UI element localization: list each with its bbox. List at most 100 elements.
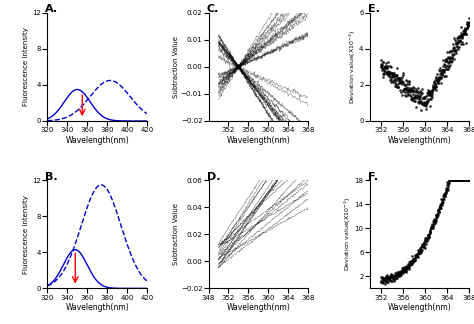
- Point: [461, 178, 468, 183]
- Point: [394, 85, 402, 90]
- Point: [437, 75, 445, 80]
- Point: [385, 275, 392, 280]
- Point: [410, 260, 417, 265]
- Point: [430, 218, 438, 224]
- Point: [442, 189, 449, 194]
- Point: [415, 100, 422, 105]
- Point: [441, 64, 448, 70]
- Point: [418, 100, 426, 106]
- Point: [449, 178, 456, 183]
- Point: [428, 88, 436, 93]
- Point: [402, 77, 410, 83]
- Point: [387, 64, 394, 69]
- Point: [455, 34, 463, 39]
- Point: [417, 89, 425, 94]
- Point: [390, 273, 397, 278]
- Point: [442, 189, 449, 194]
- Point: [401, 268, 408, 273]
- Point: [407, 94, 415, 99]
- Point: [450, 178, 457, 183]
- Point: [451, 178, 459, 183]
- Point: [427, 94, 435, 99]
- Point: [386, 275, 393, 280]
- Point: [414, 93, 422, 98]
- Point: [409, 253, 416, 258]
- Point: [402, 93, 410, 98]
- Point: [392, 73, 400, 78]
- Point: [430, 80, 438, 85]
- Point: [386, 69, 394, 75]
- Point: [401, 267, 409, 272]
- Point: [438, 201, 446, 206]
- Point: [463, 178, 470, 183]
- Point: [462, 178, 470, 183]
- Point: [443, 179, 450, 185]
- Point: [396, 87, 403, 92]
- Point: [428, 92, 436, 97]
- Point: [389, 277, 397, 282]
- Point: [436, 204, 444, 209]
- Point: [401, 81, 408, 87]
- Point: [410, 259, 418, 264]
- Point: [384, 277, 392, 282]
- Point: [436, 77, 443, 83]
- Point: [411, 94, 419, 99]
- Point: [424, 88, 432, 93]
- Point: [393, 75, 401, 80]
- Point: [385, 275, 393, 280]
- Point: [446, 57, 454, 63]
- Point: [401, 86, 408, 91]
- Point: [444, 49, 451, 54]
- Point: [434, 212, 441, 217]
- Point: [417, 246, 424, 251]
- Point: [410, 98, 418, 103]
- Y-axis label: Deviation value(X10$^{-3}$): Deviation value(X10$^{-3}$): [343, 197, 353, 272]
- Point: [382, 277, 389, 283]
- Point: [410, 88, 418, 94]
- Point: [407, 262, 415, 267]
- Point: [439, 193, 447, 199]
- Point: [396, 80, 404, 85]
- Point: [445, 182, 452, 187]
- Point: [390, 78, 398, 83]
- Point: [460, 41, 467, 47]
- Point: [383, 274, 390, 279]
- Point: [460, 178, 467, 183]
- Point: [393, 269, 401, 274]
- Point: [434, 210, 441, 215]
- Point: [402, 87, 410, 92]
- Point: [430, 220, 438, 225]
- Point: [458, 40, 465, 45]
- Point: [421, 96, 428, 101]
- Point: [421, 100, 429, 106]
- Point: [392, 73, 400, 78]
- Point: [427, 228, 434, 234]
- Point: [458, 34, 465, 39]
- Point: [410, 257, 418, 262]
- Point: [411, 92, 419, 98]
- Point: [413, 94, 421, 99]
- Point: [453, 44, 461, 49]
- Point: [443, 63, 450, 68]
- Point: [453, 40, 460, 46]
- Point: [438, 68, 446, 73]
- Point: [457, 41, 465, 47]
- Point: [403, 265, 410, 270]
- Point: [393, 271, 401, 276]
- Point: [406, 87, 414, 92]
- Point: [447, 55, 455, 61]
- Point: [413, 92, 420, 98]
- Point: [438, 199, 446, 204]
- Point: [438, 68, 446, 73]
- Point: [429, 224, 437, 229]
- Point: [447, 178, 455, 183]
- Point: [464, 178, 472, 183]
- Point: [439, 67, 447, 73]
- Point: [403, 87, 411, 92]
- Point: [426, 228, 434, 233]
- Point: [441, 192, 448, 198]
- Point: [408, 87, 415, 92]
- Point: [427, 229, 434, 234]
- Point: [428, 224, 436, 229]
- Point: [387, 273, 395, 278]
